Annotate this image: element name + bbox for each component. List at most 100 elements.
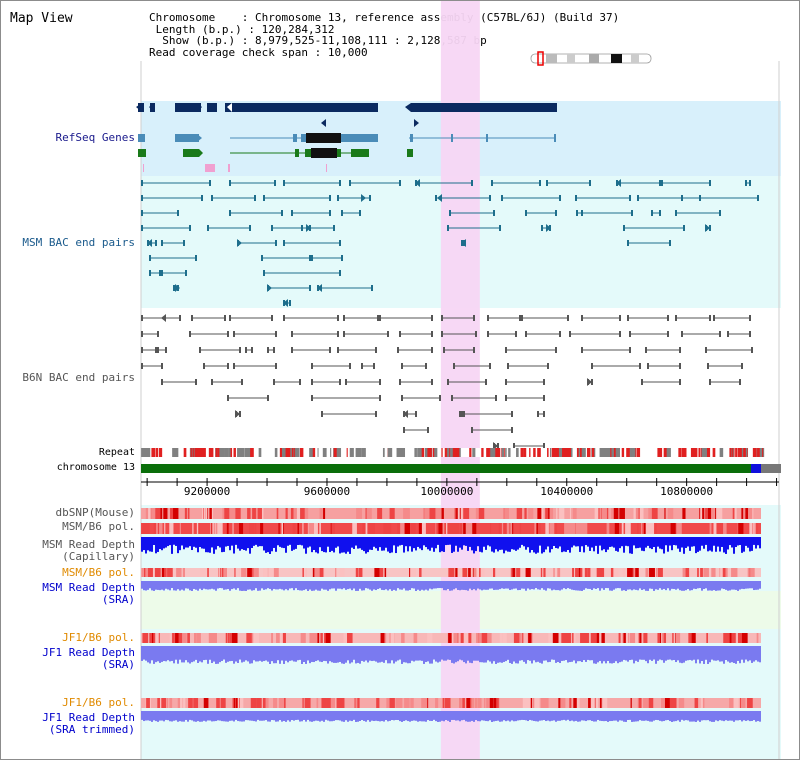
- read-depth-bar: [461, 711, 463, 721]
- jf1-depth-trimmed-label[interactable]: JF1 Read Depth (SRA trimmed): [5, 712, 135, 736]
- heat-strip-cell: [487, 698, 490, 708]
- read-depth-bar: [161, 581, 163, 590]
- read-depth-bar: [491, 711, 493, 722]
- msm-bac-end-pairs-track[interactable]: [141, 179, 759, 307]
- read-depth-bar: [489, 711, 491, 721]
- heat-strip-cell: [157, 698, 161, 708]
- repeat-track[interactable]: [141, 448, 765, 457]
- heat-strip-cell: [498, 523, 501, 534]
- read-depth-bar: [387, 711, 389, 722]
- heat-strip-cell: [199, 568, 206, 577]
- jf1-pol-label[interactable]: JF1/B6 pol.: [62, 631, 135, 644]
- heat-strip-cell: [489, 698, 494, 708]
- ideogram-band: [631, 54, 639, 63]
- msm-pol-sra-label[interactable]: MSM/B6 pol.: [62, 566, 135, 579]
- read-depth-bar: [209, 537, 211, 553]
- heat-strip-cell: [145, 508, 149, 519]
- read-depth-bar: [357, 711, 359, 722]
- read-depth-bar: [191, 646, 193, 663]
- bac-end: [489, 363, 491, 369]
- read-depth-bar: [203, 537, 205, 549]
- b6n-bac-end-pairs-track[interactable]: [141, 314, 753, 450]
- read-depth-bar: [195, 537, 197, 548]
- read-depth-bar: [399, 581, 401, 590]
- gene-block: [411, 103, 557, 112]
- refseq-genes-track[interactable]: [136, 103, 557, 172]
- heat-strip-cell: [756, 523, 759, 534]
- bac-end: [645, 347, 647, 353]
- read-depth-bar: [683, 537, 685, 554]
- read-depth-bar: [633, 711, 635, 722]
- bac-end: [271, 225, 273, 231]
- msm-pol-label[interactable]: MSM/B6 pol.: [62, 520, 135, 533]
- read-depth-bar: [207, 537, 209, 553]
- read-depth-bar: [273, 537, 275, 548]
- length-key: Length (b.p.): [155, 22, 242, 36]
- heat-strip-cell: [438, 523, 443, 534]
- repeat-element: [299, 448, 304, 457]
- read-depth-bar: [191, 581, 193, 591]
- read-depth-bar: [467, 581, 469, 591]
- heat-strip-cell: [448, 568, 453, 577]
- jf1-pol-trimmed-label[interactable]: JF1/B6 pol.: [62, 696, 135, 709]
- read-depth-bar: [563, 581, 565, 589]
- bac-end: [165, 347, 167, 353]
- read-depth-bar: [325, 711, 327, 720]
- msm-depth-capillary-label[interactable]: MSM Read Depth (Capillary): [5, 539, 135, 563]
- read-depth-bar: [683, 581, 685, 591]
- heat-strip-cell: [252, 508, 258, 519]
- read-depth-bar: [529, 537, 531, 553]
- repeat-element: [613, 448, 616, 457]
- bac-end: [507, 363, 509, 369]
- bac-end-arrow: [161, 314, 166, 322]
- polymorphism-tracks[interactable]: [141, 508, 761, 708]
- read-depth-bar: [715, 646, 717, 661]
- read-depth-bar: [671, 646, 673, 661]
- heat-strip-cell: [625, 523, 629, 534]
- heat-strip-cell: [410, 568, 417, 577]
- chromosome-bar[interactable]: [141, 464, 781, 473]
- read-depth-bar: [441, 646, 443, 660]
- read-depth-bar: [707, 646, 709, 664]
- bac-end: [627, 315, 629, 321]
- read-depth-bar: [625, 646, 627, 661]
- bac-end: [401, 395, 403, 401]
- read-depth-bar: [483, 711, 485, 721]
- read-depth-bar: [155, 537, 157, 554]
- bac-end: [369, 195, 371, 201]
- read-depth-bar: [413, 646, 415, 662]
- read-depth-bar: [677, 646, 679, 661]
- read-depth-bar: [489, 646, 491, 662]
- read-depth-bar: [463, 646, 465, 663]
- msm-depth-sra-label[interactable]: MSM Read Depth (SRA): [5, 582, 135, 606]
- read-depth-bar: [423, 711, 425, 722]
- read-depth-bar: [149, 537, 151, 552]
- heat-strip-cell: [576, 698, 580, 708]
- read-depth-bar: [681, 646, 683, 664]
- read-depth-bar: [413, 581, 415, 589]
- refseq-genes-label[interactable]: RefSeq Genes: [55, 131, 135, 144]
- bac-end: [267, 347, 269, 353]
- heat-strip-cell: [219, 568, 221, 577]
- b6n-bac-end-pairs-label[interactable]: B6N BAC end pairs: [22, 371, 135, 384]
- read-depth-bar: [339, 581, 341, 589]
- read-depth-bar: [445, 537, 447, 546]
- chromosome-ideogram[interactable]: [530, 51, 652, 66]
- heat-strip-cell: [257, 508, 262, 519]
- read-depth-bar: [505, 537, 507, 551]
- jf1-depth-sra-label[interactable]: JF1 Read Depth (SRA): [5, 647, 135, 671]
- repeat-element: [141, 448, 145, 457]
- read-depth-bar: [155, 711, 157, 722]
- msm-bac-end-pairs-label[interactable]: MSM BAC end pairs: [22, 236, 135, 249]
- heat-strip-cell: [256, 568, 258, 577]
- read-depth-bar: [333, 581, 335, 589]
- heat-strip-cell: [561, 633, 566, 643]
- read-depth-tracks[interactable]: [141, 537, 761, 722]
- read-depth-bar: [427, 581, 429, 591]
- heat-strip-cell: [697, 568, 699, 577]
- bac-end: [337, 347, 339, 353]
- read-depth-bar: [465, 646, 467, 664]
- read-depth-bar: [567, 711, 569, 720]
- dbsnp-label[interactable]: dbSNP(Mouse): [55, 506, 135, 519]
